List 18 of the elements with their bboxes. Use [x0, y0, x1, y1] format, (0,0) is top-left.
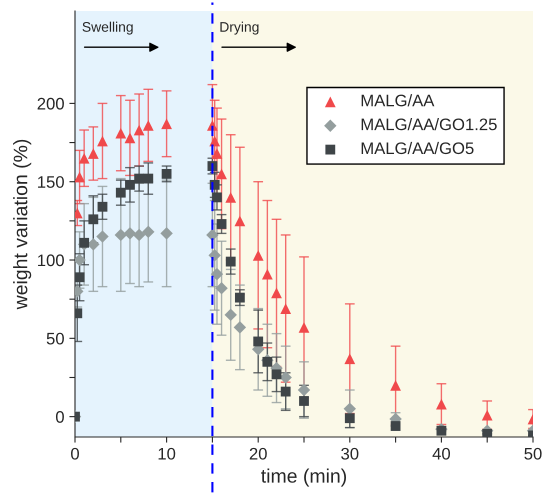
legend-label: MALG/AA: [362, 94, 434, 106]
x-tick-label: 20: [250, 448, 267, 460]
x-tick-label: 0: [71, 448, 79, 460]
x-tick-label: 50: [524, 448, 542, 460]
x-tick-label: 10: [158, 448, 176, 460]
y-tick-label: 100: [38, 254, 64, 266]
y-tick-label: 50: [46, 332, 64, 345]
x-tick-label: 40: [432, 448, 450, 460]
y-tick-label: 150: [38, 176, 64, 188]
annotation: Drying: [220, 22, 259, 35]
annotation: Swelling: [82, 22, 133, 35]
legend-label: MALG/AA/GO1.25: [362, 118, 497, 130]
x-tick-label: 30: [341, 448, 358, 460]
y-axis-title: weight variation (%): [13, 140, 32, 310]
y-tick-label: 0: [56, 411, 64, 423]
y-tick-label: 200: [38, 98, 64, 110]
legend-label: MALG/AA/GO5: [362, 142, 474, 154]
x-axis-title: time (min): [261, 468, 346, 487]
